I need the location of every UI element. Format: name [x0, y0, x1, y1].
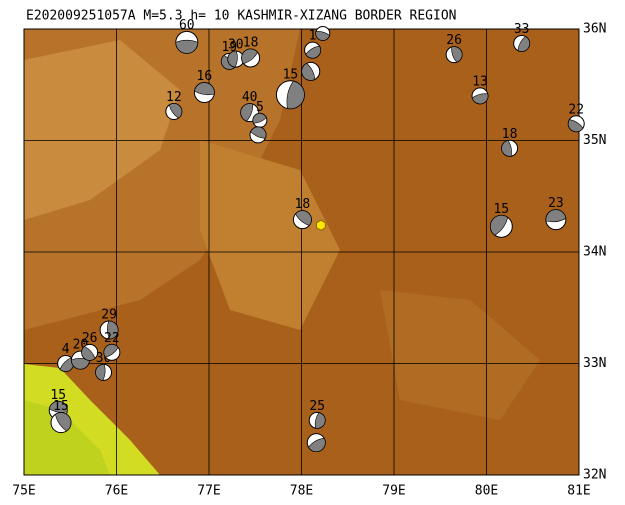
beachball-quadrant: [55, 412, 72, 432]
beachball-quadrant: [95, 364, 106, 381]
x-tick-label: 80E: [475, 484, 498, 499]
depth-label: 22: [568, 102, 584, 117]
map-title: E202009251057A M=5.3 h= 10 KASHMIR-XIZAN…: [26, 9, 456, 24]
depth-label: 15: [50, 388, 66, 403]
y-tick-label: 33N: [583, 356, 606, 371]
focal-mechanism: [103, 343, 121, 361]
beachball-quadrant: [314, 412, 326, 429]
beachball-quadrant: [490, 215, 509, 236]
beachball-quadrant: [194, 82, 215, 96]
focal-mechanism: [99, 320, 119, 340]
focal-mechanism: [249, 126, 267, 144]
focal-mechanism: [50, 412, 72, 434]
focal-mechanism: [315, 25, 331, 41]
focal-mechanism: [445, 46, 463, 64]
x-tick-label: 77E: [197, 484, 220, 499]
depth-label: 29: [101, 308, 117, 323]
beachball-quadrant: [49, 401, 68, 413]
x-tick-label: 79E: [382, 484, 405, 499]
depth-label: 13: [472, 74, 488, 89]
depth-label: 18: [243, 35, 259, 50]
depth-label: 18: [295, 197, 311, 212]
beachball-quadrant: [517, 36, 530, 52]
focal-mechanism: [306, 433, 326, 453]
depth-label: 25: [309, 399, 325, 414]
beachball-quadrant: [81, 346, 96, 361]
beachball-quadrant: [103, 344, 119, 358]
beachball-quadrant: [301, 62, 316, 81]
depth-label: 15: [493, 202, 509, 217]
focal-mechanism: [81, 343, 99, 361]
beachball-quadrant: [240, 103, 254, 122]
beachball-quadrant: [71, 358, 90, 370]
focal-mechanism: [501, 139, 519, 157]
beachball-quadrant: [106, 320, 119, 340]
beachball-quadrant: [308, 437, 326, 452]
focal-mechanism: [308, 411, 326, 429]
focal-mechanism: [513, 34, 531, 52]
focal-mechanism: [567, 115, 585, 133]
focal-mechanism: [175, 30, 199, 54]
beachball-quadrant: [295, 210, 312, 226]
beachball-quadrant: [471, 93, 489, 105]
focal-mechanism: [545, 209, 567, 231]
depth-label: 26: [82, 331, 98, 346]
beachball-quadrant: [545, 209, 567, 223]
beachball-quadrant: [451, 46, 463, 63]
beachball-quadrant: [305, 45, 321, 59]
beachball-quadrant: [227, 50, 238, 68]
beachball-quadrant: [168, 103, 183, 119]
depth-label: 33: [514, 22, 530, 37]
focal-mechanism: [95, 363, 113, 381]
beachball-quadrant: [175, 39, 199, 54]
focal-mechanism: [165, 103, 183, 121]
beachball-quadrant: [252, 113, 267, 124]
depth-label: 5: [256, 100, 264, 115]
beachball-quadrant: [250, 126, 267, 139]
depth-label: 60: [179, 18, 195, 33]
depth-label: 4: [62, 342, 70, 357]
y-tick-label: 35N: [583, 133, 606, 148]
focal-mechanism: [292, 210, 312, 230]
depth-label: 40: [242, 90, 258, 105]
depth-label: 30: [228, 38, 244, 53]
depth-label: 12: [166, 90, 182, 105]
x-tick-label: 81E: [567, 484, 590, 499]
depth-label: 15: [53, 399, 69, 414]
focal-mechanism: [301, 61, 321, 81]
beachball-quadrant: [286, 80, 305, 110]
beachball-quadrant: [501, 140, 512, 157]
x-tick-label: 76E: [105, 484, 128, 499]
depth-label: 15: [283, 67, 299, 82]
depth-label: 23: [548, 196, 564, 211]
depth-label: 22: [104, 331, 120, 346]
depth-label: 18: [502, 127, 518, 142]
y-tick-label: 36N: [583, 22, 606, 37]
depth-label: 16: [197, 69, 213, 84]
x-tick-label: 75E: [12, 484, 35, 499]
depth-label: 26: [446, 33, 462, 48]
focal-mechanism: [252, 112, 268, 128]
x-tick-label: 78E: [290, 484, 313, 499]
beachball-quadrant: [315, 31, 330, 41]
y-tick-label: 34N: [583, 245, 606, 260]
focal-mechanism: [471, 87, 489, 105]
y-tick-label: 32N: [583, 468, 606, 483]
depth-label: 1: [309, 29, 317, 44]
focal-mechanism: [275, 80, 305, 110]
beachball-quadrant: [241, 48, 258, 65]
focal-mechanism: [304, 41, 322, 59]
focal-mechanism: [489, 214, 513, 238]
focal-mechanism: [193, 82, 215, 104]
beachball-quadrant: [567, 119, 584, 132]
epicenter: [316, 219, 326, 231]
focal-mechanism: [241, 48, 261, 68]
